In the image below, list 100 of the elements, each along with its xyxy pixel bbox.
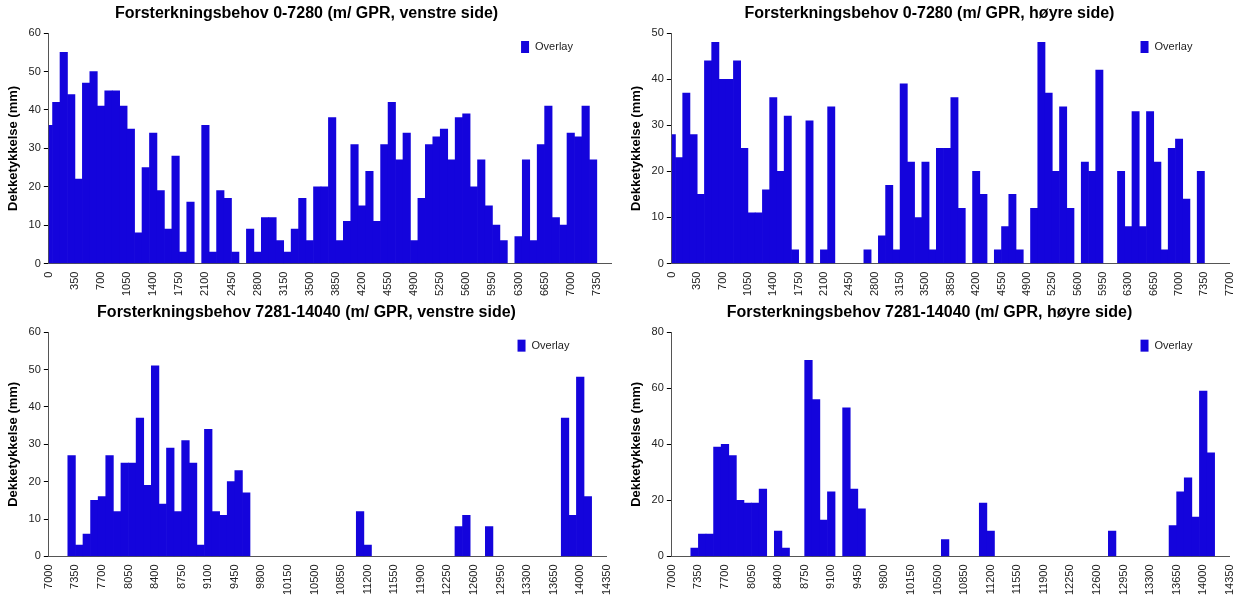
x-tick-label: 14000 bbox=[573, 564, 586, 596]
x-tick-label: 9100 bbox=[201, 564, 214, 589]
x-tick-label: 9800 bbox=[254, 564, 267, 589]
x-tick-label: 8050 bbox=[121, 564, 134, 589]
x-tick-label: 350 bbox=[690, 271, 703, 290]
x-tick-label: 3500 bbox=[302, 271, 315, 297]
x-tick-label: 7350 bbox=[68, 564, 81, 589]
x-tick-label: 1750 bbox=[791, 271, 804, 297]
x-tick-label: 7000 bbox=[563, 271, 576, 297]
x-tick-label: 4200 bbox=[969, 271, 982, 297]
x-tick-label: 8750 bbox=[174, 564, 187, 589]
x-tick-label: 1400 bbox=[146, 271, 159, 297]
y-tick-label: 50 bbox=[651, 26, 664, 39]
x-tick-label: 5950 bbox=[1096, 271, 1109, 297]
x-tick-label: 5600 bbox=[459, 271, 472, 297]
y-tick-label: 50 bbox=[28, 64, 41, 77]
chart-title: Forsterkningsbehov 0-7280 (m/ GPR, venstre side) bbox=[114, 4, 499, 22]
y-tick-label: 10 bbox=[28, 512, 41, 525]
x-tick-label: 10500 bbox=[307, 564, 320, 596]
bar bbox=[1196, 171, 1205, 264]
x-tick-label: 6300 bbox=[511, 271, 524, 297]
y-tick-label: 40 bbox=[651, 72, 664, 85]
bar bbox=[485, 526, 494, 557]
y-axis-title: Dekketykkelse (mm) bbox=[628, 381, 644, 507]
y-tick-label: 40 bbox=[28, 103, 41, 116]
x-tick-label: 6650 bbox=[1146, 271, 1159, 297]
x-tick-label: 1400 bbox=[766, 271, 779, 297]
x-tick-label: 2800 bbox=[867, 271, 880, 297]
legend-label: Overlay bbox=[535, 40, 574, 53]
x-tick-label: 1050 bbox=[740, 271, 753, 297]
x-tick-label: 8400 bbox=[771, 564, 784, 589]
bar bbox=[1108, 530, 1117, 557]
x-tick-label: 3500 bbox=[918, 271, 931, 297]
x-tick-label: 12950 bbox=[1116, 564, 1129, 596]
x-tick-label: 5950 bbox=[485, 271, 498, 297]
x-tick-label: 13300 bbox=[520, 564, 533, 596]
x-tick-label: 700 bbox=[94, 271, 107, 290]
x-tick-label: 6650 bbox=[537, 271, 550, 297]
y-tick-label: 0 bbox=[657, 549, 664, 562]
y-tick-label: 20 bbox=[651, 164, 664, 177]
x-tick-label: 9800 bbox=[877, 564, 890, 589]
x-tick-label: 11550 bbox=[1010, 564, 1023, 595]
x-tick-label: 5250 bbox=[433, 271, 446, 297]
x-tick-label: 9100 bbox=[824, 564, 837, 589]
chart-title: Forsterkningsbehov 7281-14040 (m/ GPR, venstre side) bbox=[97, 303, 516, 321]
x-tick-label: 7350 bbox=[691, 564, 704, 589]
x-tick-label: 6300 bbox=[1121, 271, 1134, 297]
chart-title: Forsterkningsbehov 0-7280 (m/ GPR, høyre side) bbox=[744, 4, 1115, 22]
x-tick-label: 12250 bbox=[1063, 564, 1076, 596]
x-tick-label: 11550 bbox=[387, 564, 400, 595]
x-tick-label: 700 bbox=[715, 271, 728, 290]
x-tick-label: 11200 bbox=[360, 564, 373, 595]
x-tick-label: 3850 bbox=[943, 271, 956, 297]
x-tick-label: 13650 bbox=[1169, 564, 1182, 596]
x-tick-label: 14350 bbox=[599, 564, 612, 596]
y-tick-label: 0 bbox=[34, 256, 41, 269]
chart-title: Forsterkningsbehov 7281-14040 (m/ GPR, høyre side) bbox=[726, 303, 1133, 321]
y-tick-label: 40 bbox=[651, 437, 664, 450]
bar bbox=[941, 539, 950, 557]
y-tick-label: 60 bbox=[28, 325, 41, 338]
x-tick-label: 10850 bbox=[957, 564, 970, 596]
x-tick-label: 12600 bbox=[1089, 564, 1102, 596]
x-tick-label: 7000 bbox=[1172, 271, 1185, 297]
x-tick-label: 7000 bbox=[41, 564, 54, 589]
x-tick-label: 9450 bbox=[850, 564, 863, 589]
x-tick-label: 10500 bbox=[930, 564, 943, 596]
x-tick-label: 8750 bbox=[797, 564, 810, 589]
x-tick-label: 350 bbox=[67, 271, 80, 290]
y-axis-title: Dekketykkelse (mm) bbox=[5, 85, 21, 211]
x-tick-label: 3150 bbox=[893, 271, 906, 297]
x-tick-label: 4550 bbox=[994, 271, 1007, 297]
x-tick-label: 2450 bbox=[224, 271, 237, 297]
x-tick-label: 0 bbox=[41, 271, 54, 278]
x-tick-label: 11900 bbox=[413, 564, 426, 595]
x-tick-label: 12250 bbox=[440, 564, 453, 596]
y-tick-label: 50 bbox=[28, 362, 41, 375]
y-tick-label: 80 bbox=[651, 325, 664, 338]
y-tick-label: 0 bbox=[34, 549, 41, 562]
x-tick-label: 7350 bbox=[1197, 271, 1210, 297]
y-tick-label: 20 bbox=[28, 179, 41, 192]
x-tick-label: 4200 bbox=[355, 271, 368, 297]
x-tick-label: 3850 bbox=[328, 271, 341, 297]
x-tick-label: 5250 bbox=[1045, 271, 1058, 297]
x-tick-label: 12600 bbox=[466, 564, 479, 596]
x-tick-label: 7700 bbox=[95, 564, 108, 589]
x-tick-label: 7350 bbox=[589, 271, 602, 297]
legend-label: Overlay bbox=[1154, 40, 1193, 53]
x-tick-label: 13300 bbox=[1143, 564, 1156, 596]
y-tick-label: 10 bbox=[651, 210, 664, 223]
x-tick-label: 10850 bbox=[334, 564, 347, 596]
x-tick-label: 13650 bbox=[546, 564, 559, 596]
x-tick-label: 2100 bbox=[198, 271, 211, 297]
y-tick-label: 10 bbox=[28, 218, 41, 231]
x-tick-label: 14350 bbox=[1222, 564, 1235, 596]
y-tick-label: 40 bbox=[28, 399, 41, 412]
x-tick-label: 4900 bbox=[407, 271, 420, 297]
x-tick-label: 4900 bbox=[1019, 271, 1032, 297]
x-tick-label: 7000 bbox=[664, 564, 677, 589]
x-tick-label: 10150 bbox=[280, 564, 293, 596]
y-tick-label: 60 bbox=[28, 26, 41, 39]
